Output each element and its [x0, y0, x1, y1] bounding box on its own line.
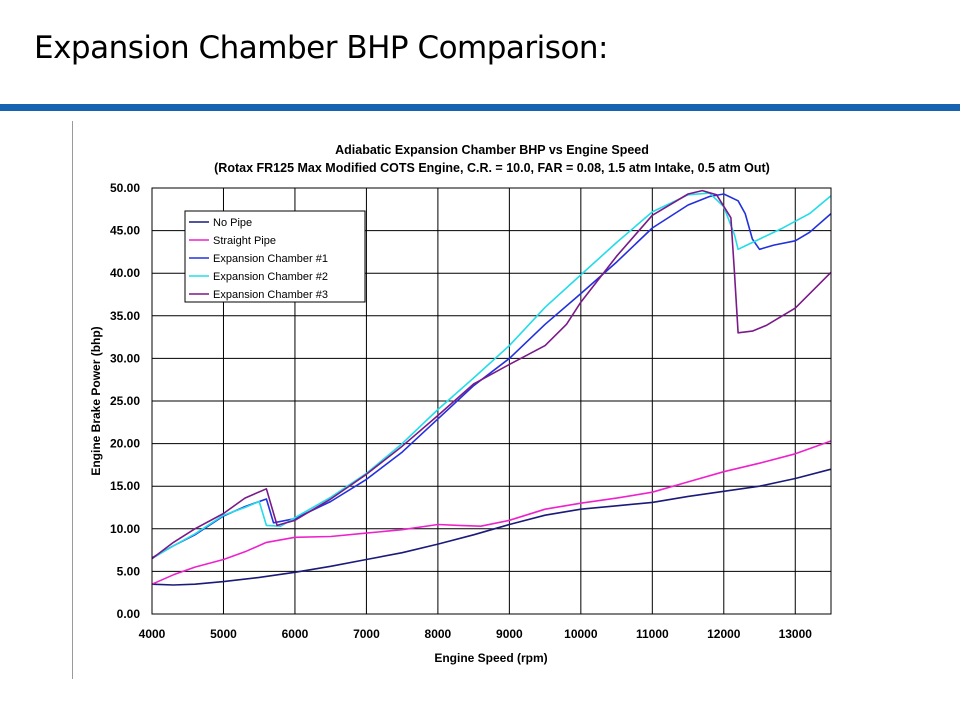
x-tick-label: 7000 — [353, 627, 380, 641]
y-tick-label: 40.00 — [110, 266, 140, 280]
frame-left-rule — [72, 121, 73, 679]
legend-label-straight-pipe: Straight Pipe — [213, 235, 276, 247]
chart-title: Adiabatic Expansion Chamber BHP vs Engin… — [335, 143, 649, 157]
legend-label-no-pipe: No Pipe — [213, 217, 252, 229]
x-tick-label: 13000 — [779, 627, 813, 641]
y-tick-label: 45.00 — [110, 224, 140, 238]
series-line-expansion-chamber-2 — [151, 192, 832, 560]
x-tick-label: 12000 — [707, 627, 741, 641]
series-line-no-pipe — [151, 468, 832, 586]
y-tick-label: 25.00 — [110, 394, 140, 408]
y-tick-label: 5.00 — [117, 564, 141, 578]
x-tick-label: 4000 — [139, 627, 166, 641]
x-tick-label: 10000 — [564, 627, 598, 641]
slide-title: Expansion Chamber BHP Comparison: — [34, 30, 609, 66]
x-axis-label: Engine Speed (rpm) — [434, 651, 547, 665]
series-line-expansion-chamber-3 — [151, 189, 832, 560]
y-tick-label: 35.00 — [110, 309, 140, 323]
y-axis-label: Engine Brake Power (bhp) — [89, 326, 103, 475]
y-tick-label: 0.00 — [117, 607, 141, 621]
x-tick-label: 5000 — [210, 627, 237, 641]
x-tick-label: 8000 — [425, 627, 452, 641]
x-tick-label: 9000 — [496, 627, 523, 641]
title-accent-bar — [0, 104, 960, 111]
series-lines — [151, 189, 832, 586]
plot-border — [151, 187, 832, 615]
legend: No Pipe Straight Pipe Expansion Chamber #1… — [184, 210, 366, 303]
legend-label-expansion-chamber-2: Expansion Chamber #2 — [213, 271, 328, 283]
chart-subtitle: (Rotax FR125 Max Modified COTS Engine, C… — [214, 161, 770, 175]
x-tick-label: 6000 — [282, 627, 309, 641]
legend-box — [184, 210, 366, 303]
series-line-straight-pipe — [151, 440, 832, 585]
y-tick-label: 15.00 — [110, 479, 140, 493]
y-tick-label: 20.00 — [110, 437, 140, 451]
legend-label-expansion-chamber-1: Expansion Chamber #1 — [213, 253, 328, 265]
legend-label-expansion-chamber-3: Expansion Chamber #3 — [213, 289, 328, 301]
y-tick-label: 50.00 — [110, 181, 140, 195]
axis-ticks: 4000 5000 6000 7000 8000 9000 10000 11000 12000 1… — [110, 181, 812, 641]
x-tick-label: 11000 — [636, 627, 669, 641]
y-tick-label: 10.00 — [110, 522, 140, 536]
y-tick-label: 30.00 — [110, 351, 140, 365]
